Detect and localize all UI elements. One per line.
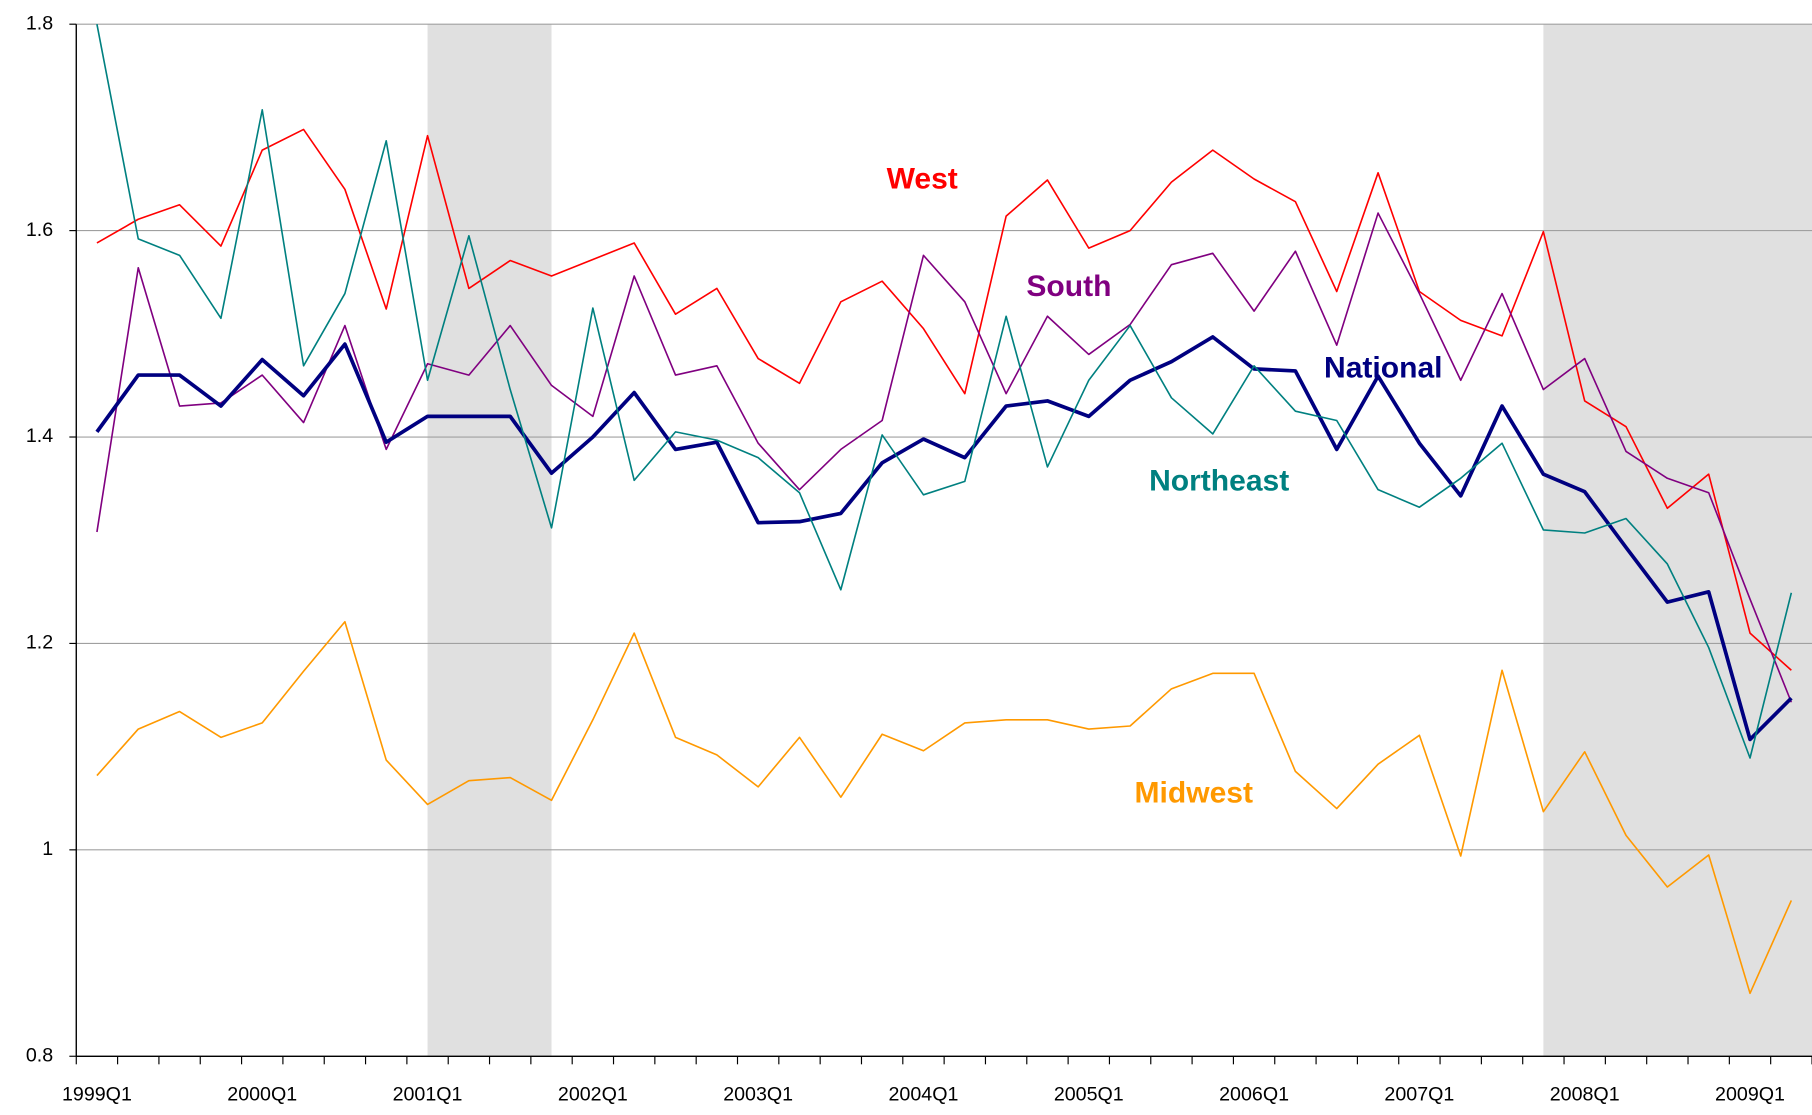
- x-tick-label: 2008Q1: [1550, 1084, 1620, 1106]
- y-tick-label: 1.8: [26, 12, 53, 34]
- series-label: National: [1324, 352, 1442, 385]
- y-tick-label: 1: [42, 838, 53, 860]
- recession-shade: [1543, 24, 1812, 1057]
- x-tick-label: 2004Q1: [889, 1084, 959, 1106]
- series-label: Northeast: [1149, 465, 1289, 498]
- series-line: [95, 335, 1793, 742]
- y-tick-label: 1.4: [26, 425, 53, 447]
- x-tick-label: 2001Q1: [393, 1084, 463, 1106]
- x-tick-label: 2000Q1: [227, 1084, 297, 1106]
- series-line: [96, 128, 1792, 671]
- x-tick-label: 2002Q1: [558, 1084, 628, 1106]
- recession-shade: [427, 24, 552, 1057]
- x-tick-label: 1999Q1: [62, 1084, 132, 1106]
- series-line: [96, 212, 1793, 703]
- x-tick-label: 2009Q1: [1715, 1084, 1785, 1106]
- series-label: West: [887, 163, 958, 196]
- y-tick-label: 1.6: [26, 219, 53, 241]
- y-tick-label: 1.2: [26, 632, 53, 654]
- y-tick-label: 0.8: [26, 1044, 53, 1066]
- series-label: Midwest: [1135, 777, 1253, 810]
- x-tick-label: 2007Q1: [1384, 1084, 1454, 1106]
- series-line: [96, 620, 1793, 995]
- series-line: [96, 24, 1793, 759]
- series-label: South: [1026, 270, 1111, 303]
- x-tick-label: 2005Q1: [1054, 1084, 1124, 1106]
- x-tick-label: 2003Q1: [723, 1084, 793, 1106]
- x-tick-label: 2006Q1: [1219, 1084, 1289, 1106]
